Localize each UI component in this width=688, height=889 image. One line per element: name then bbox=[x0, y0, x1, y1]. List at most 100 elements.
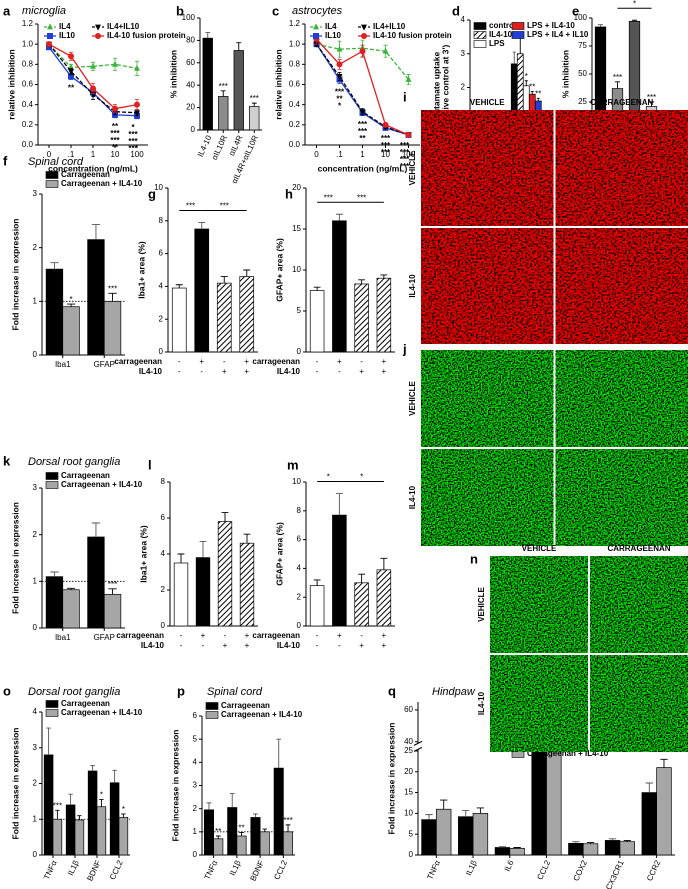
error-bar bbox=[91, 522, 101, 537]
bar bbox=[103, 300, 122, 356]
bar bbox=[236, 835, 247, 856]
chart-title: Hindpaw bbox=[432, 686, 476, 698]
condition-value: - bbox=[180, 631, 183, 640]
error-bar bbox=[645, 782, 653, 793]
condition-name: IL4-10 bbox=[139, 367, 163, 376]
error-bar bbox=[239, 832, 244, 837]
micrograph bbox=[421, 228, 554, 344]
marker bbox=[359, 109, 366, 116]
y-tick-label: 0 bbox=[191, 125, 196, 134]
condition-value: - bbox=[316, 367, 319, 376]
legend-swatch bbox=[45, 472, 59, 480]
marker bbox=[134, 64, 140, 71]
significance: *** bbox=[613, 73, 622, 82]
error-bar bbox=[648, 101, 655, 107]
bar bbox=[217, 521, 233, 627]
significance: ** bbox=[336, 95, 343, 104]
y-tick-label: 100 bbox=[182, 13, 196, 22]
significance: *** bbox=[381, 141, 391, 150]
y-tick-label: 0 bbox=[33, 623, 38, 632]
error-bar bbox=[50, 571, 59, 577]
y-tick-label: 15 bbox=[404, 788, 413, 797]
significance: *** bbox=[335, 88, 345, 97]
y-axis-label: % inhibition bbox=[168, 50, 178, 98]
legend-label: IL4 bbox=[59, 22, 71, 31]
marker bbox=[47, 33, 53, 39]
significance: *** bbox=[110, 136, 120, 145]
significance: *** bbox=[381, 134, 391, 143]
condition-value: - bbox=[316, 641, 319, 650]
marker bbox=[95, 33, 101, 39]
significance: *** bbox=[400, 155, 410, 164]
significance: * bbox=[131, 123, 135, 132]
legend-label: Carrageenan bbox=[61, 471, 110, 480]
legend-label: IL4+IL10 bbox=[373, 22, 406, 31]
condition-value: + bbox=[382, 357, 387, 366]
bar bbox=[436, 808, 452, 856]
x-tick-label: 100 bbox=[130, 150, 144, 159]
y-tick-label: 2 bbox=[161, 585, 166, 594]
legend-label: Carrageenan + IL4-10 bbox=[61, 480, 143, 489]
y-tick-label: 5 bbox=[409, 829, 414, 838]
legend-swatch bbox=[205, 702, 219, 710]
condition-value: - bbox=[224, 631, 227, 640]
error-bar bbox=[631, 19, 638, 22]
y-tick-label: 5 bbox=[297, 306, 302, 315]
y-tick-label: 20 bbox=[186, 103, 195, 112]
legend-swatch bbox=[205, 711, 219, 719]
significance: ** bbox=[238, 824, 244, 833]
y-tick-label: 4 bbox=[33, 707, 38, 716]
chart-title: Dorsal root ganglia bbox=[28, 686, 120, 698]
condition-value: - bbox=[223, 357, 226, 366]
y-tick-label: 1.2 bbox=[22, 19, 34, 28]
x-tick-label: Iba1 bbox=[55, 360, 71, 369]
x-axis-label: concentration (ng/mL) bbox=[48, 163, 138, 173]
legend-label: Carrageenan bbox=[61, 170, 110, 179]
error-bar bbox=[335, 213, 343, 221]
condition-value: - bbox=[180, 641, 183, 650]
panel-letter: b bbox=[176, 3, 184, 18]
error-bar bbox=[313, 286, 321, 291]
y-tick-label: 1 bbox=[33, 296, 38, 305]
condition-value: + bbox=[201, 631, 206, 640]
bar bbox=[118, 817, 129, 856]
y-axis-label: Fold increase in expression bbox=[386, 723, 396, 835]
error-bar bbox=[221, 512, 229, 522]
chart-title: Spinal cord bbox=[28, 156, 84, 168]
y-tick-label: 4 bbox=[297, 564, 302, 573]
y-tick-label: 2 bbox=[33, 243, 38, 252]
significance: *** bbox=[283, 816, 292, 825]
error-bar bbox=[50, 262, 59, 270]
legend-swatch bbox=[511, 31, 525, 39]
y-axis-label: Fold increase in expression bbox=[10, 219, 20, 331]
image-column-label: VEHICLE bbox=[470, 98, 505, 107]
error-bar bbox=[121, 813, 126, 818]
condition-value: + bbox=[199, 357, 204, 366]
error-bar bbox=[518, 36, 522, 54]
y-axis-label: relative inhibition bbox=[6, 49, 16, 119]
y-tick-label: 0 bbox=[33, 850, 38, 859]
marker bbox=[361, 33, 367, 39]
condition-value: + bbox=[223, 641, 228, 650]
x-tick-label: CX3CR1 bbox=[604, 858, 626, 889]
error-bar bbox=[220, 276, 228, 284]
panel-letter: p bbox=[177, 683, 185, 698]
error-bar bbox=[46, 727, 51, 755]
marker bbox=[336, 61, 343, 68]
chart-title: Spinal cord bbox=[207, 686, 263, 698]
error-bar bbox=[425, 814, 433, 820]
y-tick-label: 0.4 bbox=[22, 100, 34, 109]
condition-value: - bbox=[360, 631, 363, 640]
marker bbox=[47, 23, 53, 30]
condition-value: + bbox=[245, 641, 250, 650]
y-axis-label: (relative control at 3') bbox=[440, 45, 450, 131]
x-tick-label: 1 bbox=[360, 150, 365, 159]
significance: *** bbox=[128, 137, 138, 146]
y-tick-label: 40 bbox=[186, 80, 195, 89]
significance: ** bbox=[535, 89, 541, 98]
legend-label: control bbox=[489, 21, 516, 30]
condition-value: + bbox=[244, 357, 249, 366]
error-bar bbox=[206, 802, 212, 810]
y-tick-label: 60 bbox=[404, 705, 413, 714]
y-tick-label: 2 bbox=[159, 314, 164, 323]
